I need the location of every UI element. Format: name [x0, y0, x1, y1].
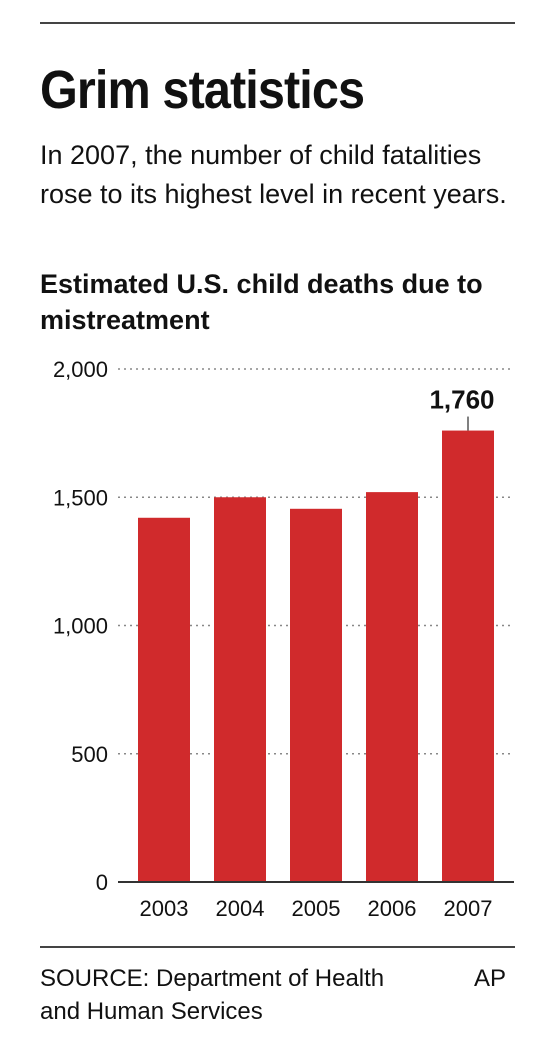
x-tick-label: 2003 — [140, 896, 189, 921]
bar-2003 — [138, 517, 190, 882]
bar-2006 — [366, 492, 418, 882]
bars — [138, 430, 494, 882]
bar-2004 — [214, 497, 266, 882]
y-tick-label: 0 — [96, 870, 108, 895]
x-tick-label: 2007 — [444, 896, 493, 921]
bar-2007 — [442, 430, 494, 882]
y-tick-label: 1,500 — [53, 485, 108, 510]
subhead: In 2007, the number of child fatalities … — [40, 140, 507, 209]
bottom-rule — [40, 946, 515, 948]
x-axis-tick-labels: 2003 2004 2005 2006 2007 — [140, 896, 493, 921]
x-tick-label: 2005 — [292, 896, 341, 921]
source-note: SOURCE: Department of Health and Human S… — [40, 965, 385, 1025]
top-rule — [40, 22, 515, 24]
credit: AP — [474, 965, 507, 992]
y-tick-label: 1,000 — [53, 614, 108, 639]
y-tick-label: 500 — [71, 742, 108, 767]
y-tick-label: 2,000 — [53, 357, 108, 382]
y-axis-tick-labels: 0 500 1,000 1,500 2,000 — [53, 357, 108, 895]
headline: Grim statistics — [40, 60, 365, 120]
chart-title: Estimated U.S. child deaths due to mistr… — [40, 269, 483, 335]
bar-2005 — [290, 508, 342, 882]
annotations: 1,760 — [429, 385, 495, 431]
bar-chart: 0 500 1,000 1,500 2,000 2003 2004 2005 2006 2007… — [53, 357, 514, 921]
data-label-2007: 1,760 — [429, 385, 494, 415]
x-tick-label: 2004 — [216, 896, 265, 921]
x-tick-label: 2006 — [368, 896, 417, 921]
